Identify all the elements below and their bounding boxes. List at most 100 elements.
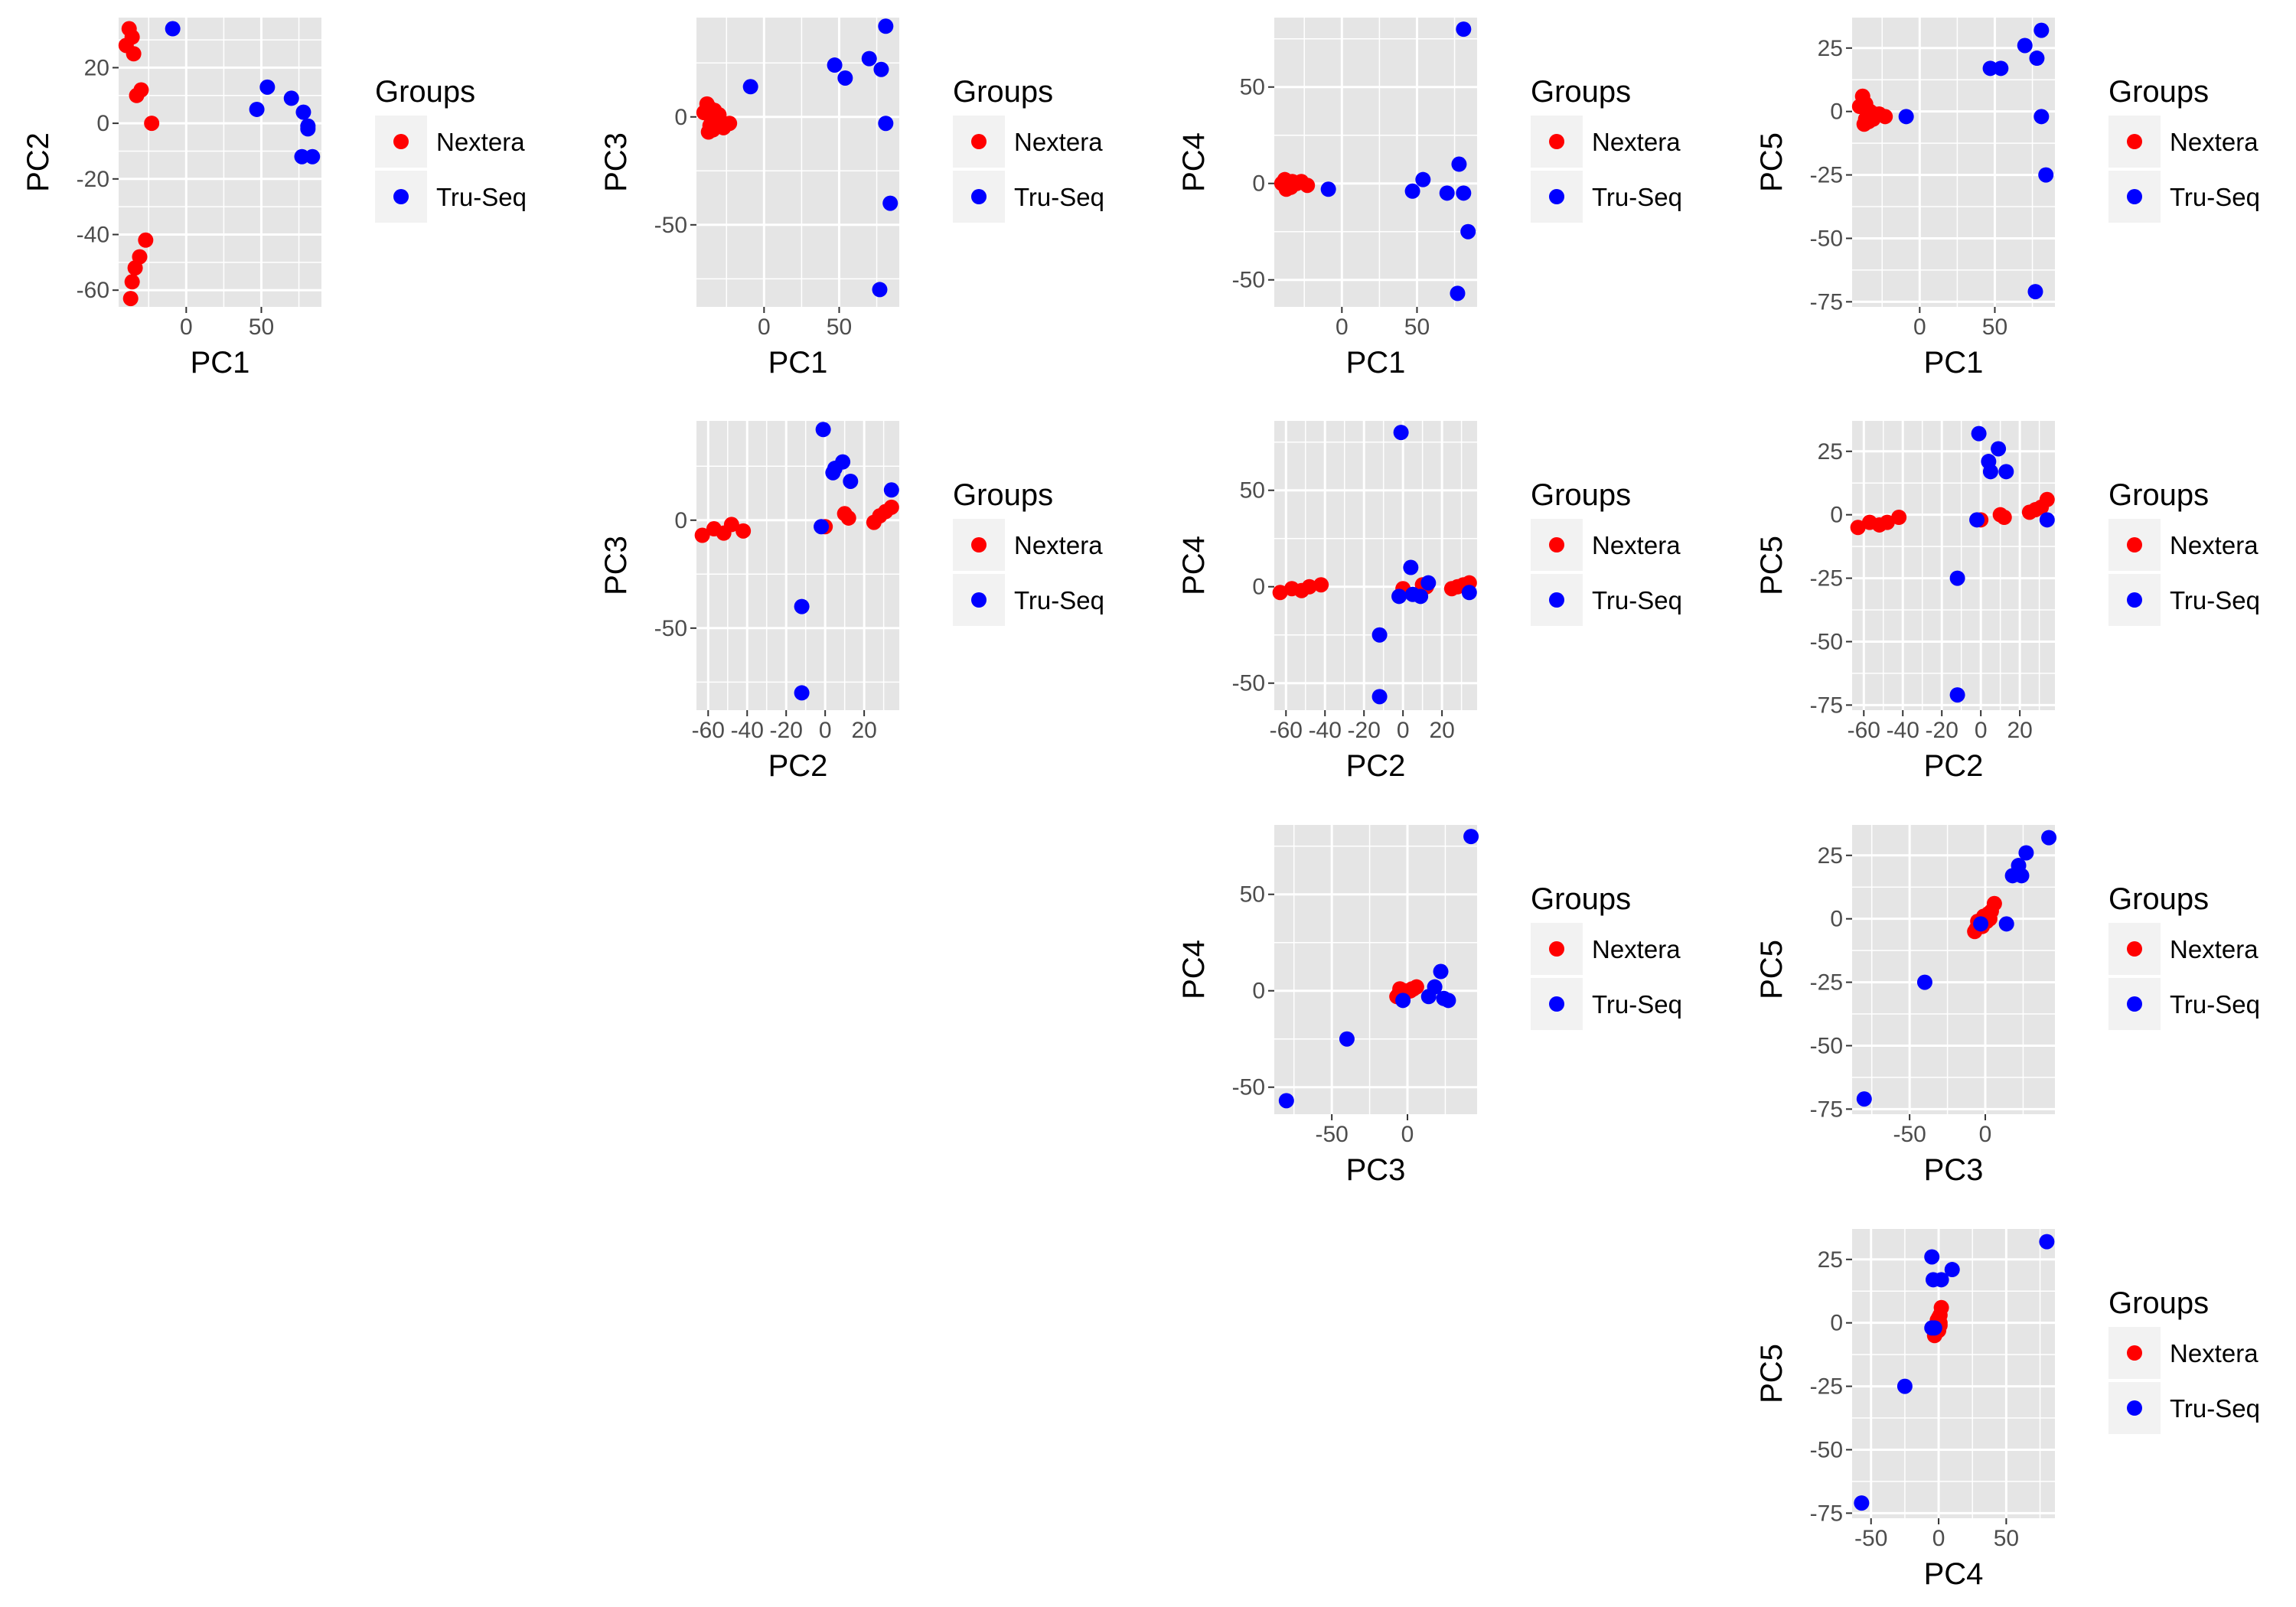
y-tick-label: 25 xyxy=(1818,843,1843,869)
legend: Groups Nextera Tru-Seq xyxy=(1531,75,1682,223)
legend-marker-tru-seq xyxy=(2127,996,2142,1012)
legend-marker-nextera xyxy=(393,134,409,149)
y-tick-label: 0 xyxy=(674,105,687,130)
data-point-tru-seq xyxy=(1998,464,2014,480)
panel-pc4-vs-pc1: 0 50 -50 0 50 PC1 PC4 Groups Nextera Tru-Seq xyxy=(1177,18,1682,380)
data-point-tru-seq xyxy=(794,598,810,614)
data-point-tru-seq xyxy=(1924,1320,1940,1336)
x-tick-label: 0 xyxy=(1979,1122,1992,1147)
data-point-tru-seq xyxy=(2033,109,2050,125)
data-point-tru-seq xyxy=(2038,167,2054,183)
y-axis-title: PC4 xyxy=(1177,536,1211,595)
y-tick-label: -75 xyxy=(1810,1097,1843,1122)
data-point-tru-seq xyxy=(1924,1249,1940,1265)
y-tick-label: -25 xyxy=(1810,566,1843,592)
data-point-nextera xyxy=(1443,581,1459,597)
data-point-tru-seq xyxy=(1854,1495,1870,1511)
data-point-nextera xyxy=(2021,504,2037,520)
legend-label-nextera: Nextera xyxy=(1592,935,1681,963)
data-point-tru-seq xyxy=(1981,454,1997,470)
y-axis-title: PC5 xyxy=(1755,132,1789,192)
legend-marker-tru-seq xyxy=(971,592,987,608)
panel-pc5-vs-pc2: -60 -40 -20 0 20 -75 -50 -25 0 25 PC2 PC5 Groups Next… xyxy=(1755,421,2260,783)
data-point-nextera xyxy=(1283,581,1300,597)
legend: Groups Nextera Tru-Seq xyxy=(1531,478,1682,626)
legend: Groups Nextera Tru-Seq xyxy=(953,478,1104,626)
y-axis-title: PC4 xyxy=(1177,132,1211,192)
x-tick-label: 20 xyxy=(851,718,876,743)
y-tick-label: -25 xyxy=(1810,163,1843,188)
data-point-nextera xyxy=(144,116,160,132)
legend-label-tru-seq: Tru-Seq xyxy=(1592,183,1682,211)
data-point-tru-seq xyxy=(861,51,877,67)
data-point-tru-seq xyxy=(1456,21,1472,37)
legend-title: Groups xyxy=(2108,882,2209,916)
data-point-tru-seq xyxy=(1898,109,1914,125)
legend-label-nextera: Nextera xyxy=(1014,128,1103,156)
legend-label-tru-seq: Tru-Seq xyxy=(1592,990,1682,1019)
data-point-tru-seq xyxy=(1433,963,1449,980)
panel-background xyxy=(1852,18,2055,307)
data-point-tru-seq xyxy=(2027,284,2043,300)
legend: Groups Nextera Tru-Seq xyxy=(375,75,527,223)
data-point-nextera xyxy=(138,232,154,248)
legend: Groups Nextera Tru-Seq xyxy=(953,75,1104,223)
data-point-tru-seq xyxy=(815,422,831,438)
panel-pc5-vs-pc1: 0 50 -75 -50 -25 0 25 PC1 PC5 Groups Nextera Tru-Se… xyxy=(1755,18,2260,380)
y-tick-label: 50 xyxy=(1240,75,1265,100)
data-point-tru-seq xyxy=(1403,559,1419,575)
legend-marker-tru-seq xyxy=(971,189,987,204)
x-tick-label: -50 xyxy=(1315,1122,1348,1147)
legend-label-nextera: Nextera xyxy=(1592,128,1681,156)
legend-label-tru-seq: Tru-Seq xyxy=(1014,586,1104,614)
data-point-tru-seq xyxy=(1440,993,1456,1009)
x-tick-label: 20 xyxy=(2007,718,2032,743)
legend-title: Groups xyxy=(953,75,1053,109)
y-tick-label: -75 xyxy=(1810,693,1843,718)
data-point-tru-seq xyxy=(1371,627,1388,643)
data-point-tru-seq xyxy=(2033,22,2050,38)
x-tick-label: 50 xyxy=(1982,315,2007,340)
data-point-nextera xyxy=(1856,116,1872,132)
data-point-nextera xyxy=(124,274,140,290)
panel-pc3-vs-pc2: -60 -40 -20 0 20 -50 0 PC2 PC3 Groups Nextera Tru-S… xyxy=(599,421,1104,783)
panel-background xyxy=(696,421,899,710)
data-point-tru-seq xyxy=(1420,575,1437,591)
data-point-tru-seq xyxy=(1944,1262,1960,1278)
legend-label-nextera: Nextera xyxy=(1592,531,1681,559)
panel-background xyxy=(696,18,899,307)
legend-marker-tru-seq xyxy=(1549,592,1564,608)
y-axis-title: PC4 xyxy=(1177,940,1211,999)
y-tick-label: -75 xyxy=(1810,1501,1843,1526)
legend-marker-tru-seq xyxy=(393,189,409,204)
x-tick-label: -20 xyxy=(770,718,803,743)
y-tick-label: 25 xyxy=(1818,1247,1843,1273)
data-point-tru-seq xyxy=(1971,425,1987,442)
legend-label-nextera: Nextera xyxy=(436,128,525,156)
data-point-tru-seq xyxy=(1456,185,1472,201)
legend-label-tru-seq: Tru-Seq xyxy=(436,183,527,211)
data-point-tru-seq xyxy=(825,464,841,481)
data-point-tru-seq xyxy=(1427,979,1443,995)
data-point-tru-seq xyxy=(1916,974,1932,990)
data-point-tru-seq xyxy=(2039,1234,2055,1250)
panel-background xyxy=(1852,421,2055,710)
legend-marker-nextera xyxy=(1549,941,1564,957)
data-point-tru-seq xyxy=(1339,1031,1355,1047)
y-tick-label: -50 xyxy=(1232,268,1265,293)
y-tick-label: -25 xyxy=(1810,1374,1843,1400)
y-tick-label: 20 xyxy=(84,55,109,80)
x-tick-label: 50 xyxy=(1404,315,1430,340)
data-point-tru-seq xyxy=(295,104,311,120)
data-point-tru-seq xyxy=(1371,689,1388,705)
legend-marker-nextera xyxy=(2127,134,2142,149)
y-tick-label: -50 xyxy=(1810,629,1843,654)
y-axis-title: PC2 xyxy=(21,132,55,192)
data-point-tru-seq xyxy=(843,473,859,489)
data-point-tru-seq xyxy=(1395,993,1411,1009)
y-tick-label: 0 xyxy=(1252,171,1265,197)
x-axis-title: PC2 xyxy=(768,749,828,783)
y-tick-label: -50 xyxy=(654,213,687,238)
y-tick-label: -40 xyxy=(77,223,109,248)
